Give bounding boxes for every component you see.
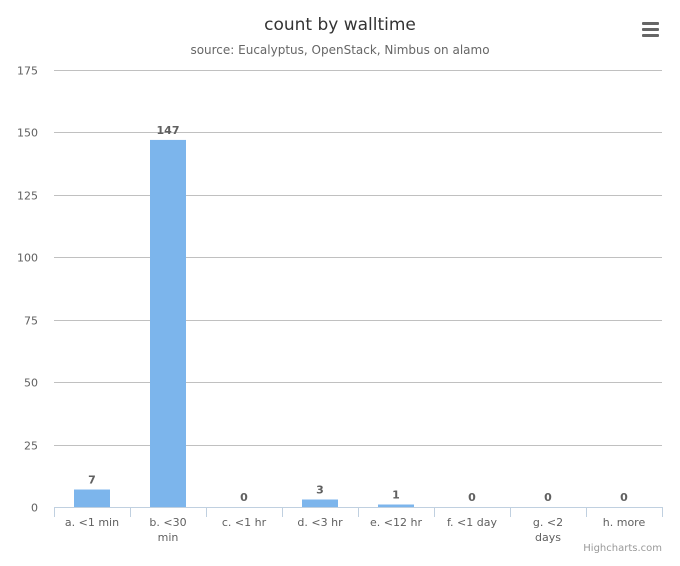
y-tick-label: 150: [17, 127, 38, 140]
x-tick-label: b. <30: [149, 516, 186, 529]
y-tick-label: 50: [24, 377, 38, 390]
data-label: 0: [620, 491, 628, 504]
data-label: 147: [157, 124, 180, 137]
data-label: 3: [316, 484, 324, 497]
y-tick-label: 25: [24, 440, 38, 453]
bar: [74, 489, 110, 507]
chart-subtitle: source: Eucalyptus, OpenStack, Nimbus on…: [190, 43, 490, 57]
data-label: 7: [88, 474, 96, 487]
x-tick-label: f. <1 day: [447, 516, 498, 529]
y-tick-label: 75: [24, 315, 38, 328]
x-tick-label: e. <12 hr: [370, 516, 422, 529]
credits-link[interactable]: Highcharts.com: [583, 543, 662, 554]
data-label: 0: [240, 491, 248, 504]
x-tick-label: min: [158, 531, 179, 544]
data-label: 1: [392, 489, 400, 502]
x-tick-label: days: [535, 531, 561, 544]
data-label: 0: [544, 491, 552, 504]
y-tick-label: 0: [31, 502, 38, 515]
y-tick-label: 175: [17, 65, 38, 78]
x-tick-label: d. <3 hr: [297, 516, 343, 529]
data-label: 0: [468, 491, 476, 504]
hamburger-menu-icon[interactable]: [638, 18, 662, 40]
x-tick-label: h. more: [603, 516, 646, 529]
chart-title: count by walltime: [264, 15, 416, 35]
bar: [150, 139, 186, 508]
y-tick-label: 100: [17, 252, 38, 265]
y-tick-label: 125: [17, 190, 38, 203]
x-tick-label: a. <1 min: [65, 516, 119, 529]
x-tick-label: c. <1 hr: [222, 516, 267, 529]
bar: [302, 499, 338, 507]
bar: [378, 504, 414, 507]
x-tick-label: g. <2: [533, 516, 563, 529]
